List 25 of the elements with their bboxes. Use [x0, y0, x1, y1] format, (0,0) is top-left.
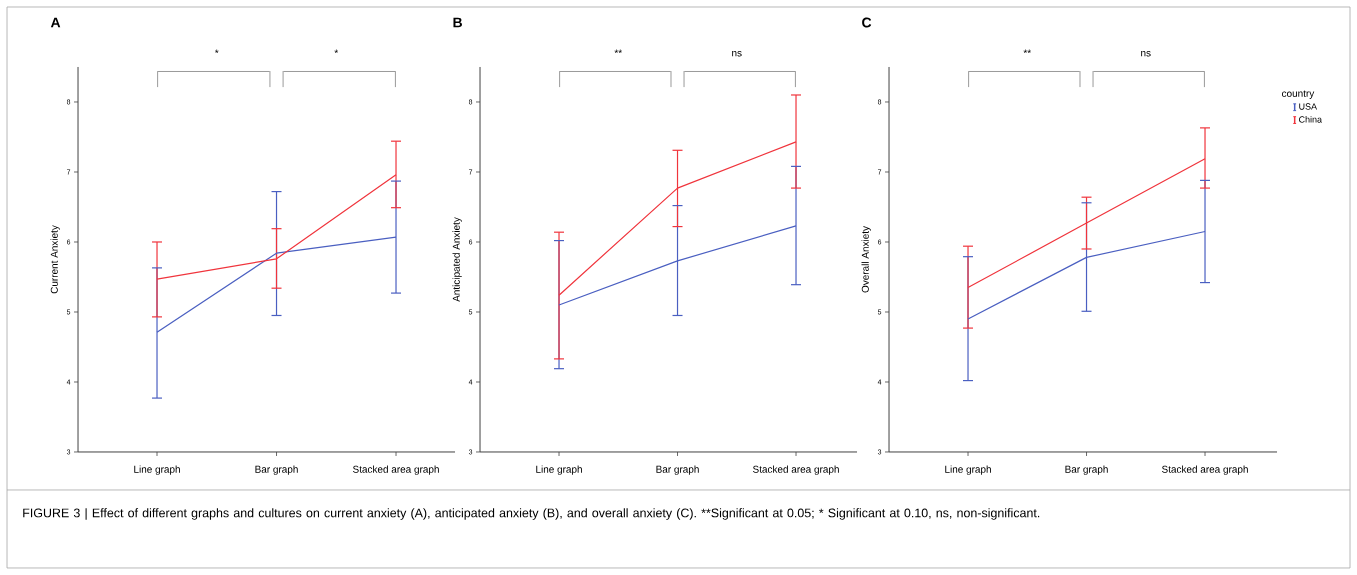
y-axis-title: Current Anxiety: [50, 225, 60, 294]
text: **: [1023, 49, 1031, 54]
x-tick-label: Bar graph: [1065, 465, 1108, 475]
x-tick-label: Line graph: [134, 465, 180, 475]
x-tick-label: Stacked area graph: [352, 465, 439, 475]
x-tick-label: Line graph: [536, 465, 582, 475]
text: ns: [1141, 51, 1151, 57]
legend-label: China: [1299, 116, 1323, 123]
text: *: [334, 49, 339, 54]
legend-label: USA: [1299, 103, 1318, 110]
x-tick-label: Bar graph: [255, 465, 298, 475]
caption: FIGURE 3 | Effect of different graphs and cultures on current anxiety (A), anticipated anxiety (B), and overall anxiety (C). **Significant at 0.05; * Significant at 0.10, ns, non-significant.: [23, 508, 1040, 520]
y-axis-title: Anticipated Anxiety: [452, 217, 462, 302]
y-axis-title: Overall Anxiety: [861, 226, 871, 293]
x-tick-label: Line graph: [945, 465, 991, 475]
chart-title: B: [453, 17, 462, 28]
text: *: [214, 49, 219, 54]
text: ns: [732, 51, 742, 57]
x-tick-label: Bar graph: [656, 465, 699, 475]
chart-title: C: [862, 17, 872, 28]
legend-title: country: [1282, 90, 1315, 99]
chart-title: A: [50, 17, 61, 28]
x-tick-label: Stacked area graph: [752, 465, 839, 475]
text: **: [614, 49, 622, 54]
x-tick-label: Stacked area graph: [1161, 465, 1248, 475]
